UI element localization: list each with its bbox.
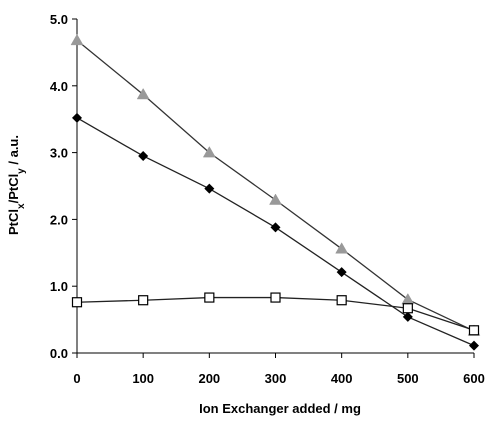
y-tick-label: 5.0 (50, 12, 68, 27)
x-tick-label: 300 (265, 371, 287, 386)
data-point-diamond (72, 112, 82, 123)
data-point-square (204, 292, 215, 303)
x-tick-label: 600 (463, 371, 485, 386)
y-axis-title: PtClx/PtCly / a.u. (6, 135, 27, 235)
series-line (76, 39, 475, 332)
data-point-diamond (204, 183, 215, 194)
series-layer (70, 33, 481, 351)
y-axis-title-sub-x: x (16, 203, 27, 209)
y-tick-label: 3.0 (50, 146, 68, 161)
x-tick-label: 0 (73, 371, 80, 386)
x-tick-label: 100 (132, 371, 154, 386)
data-point-square (336, 295, 347, 306)
data-point-triangle (401, 293, 415, 305)
data-point-diamond (336, 267, 347, 278)
data-point-diamond (402, 311, 413, 322)
data-point-triangle (70, 33, 84, 46)
data-point-diamond (469, 340, 479, 351)
data-point-triangle (335, 242, 349, 254)
y-tick-label: 2.0 (50, 212, 68, 227)
x-tick-label: 200 (198, 371, 220, 386)
data-point-diamond (138, 150, 149, 161)
series-diamond (72, 112, 479, 351)
data-point-square (468, 325, 480, 336)
series-triangle (70, 33, 481, 336)
y-axis-title-part: / a.u. (6, 135, 21, 168)
x-tick-label: 400 (331, 371, 353, 386)
axes: 0.0 1.0 2.0 3.0 4.0 5.0 0 100 200 300 400 500 600 (50, 12, 485, 386)
data-point-square (402, 303, 413, 314)
data-point-square (270, 292, 281, 303)
y-axis-title-part: /PtCl (6, 174, 21, 204)
y-tick-label: 4.0 (50, 79, 68, 94)
data-point-triangle (269, 193, 282, 205)
y-axis-title-sub-y: y (16, 168, 27, 174)
y-tick-label: 1.0 (50, 279, 68, 294)
y-axis-title-part: PtCl (6, 209, 21, 235)
x-tick-label: 500 (397, 371, 419, 386)
x-axis-title: Ion Exchanger added / mg (199, 401, 361, 416)
y-tick-label: 0.0 (50, 346, 68, 361)
data-point-triangle (202, 146, 216, 158)
data-point-triangle (136, 87, 150, 100)
data-point-diamond (270, 222, 281, 233)
series-square-open (71, 292, 480, 336)
data-point-square (138, 295, 149, 306)
data-point-square (71, 297, 83, 308)
